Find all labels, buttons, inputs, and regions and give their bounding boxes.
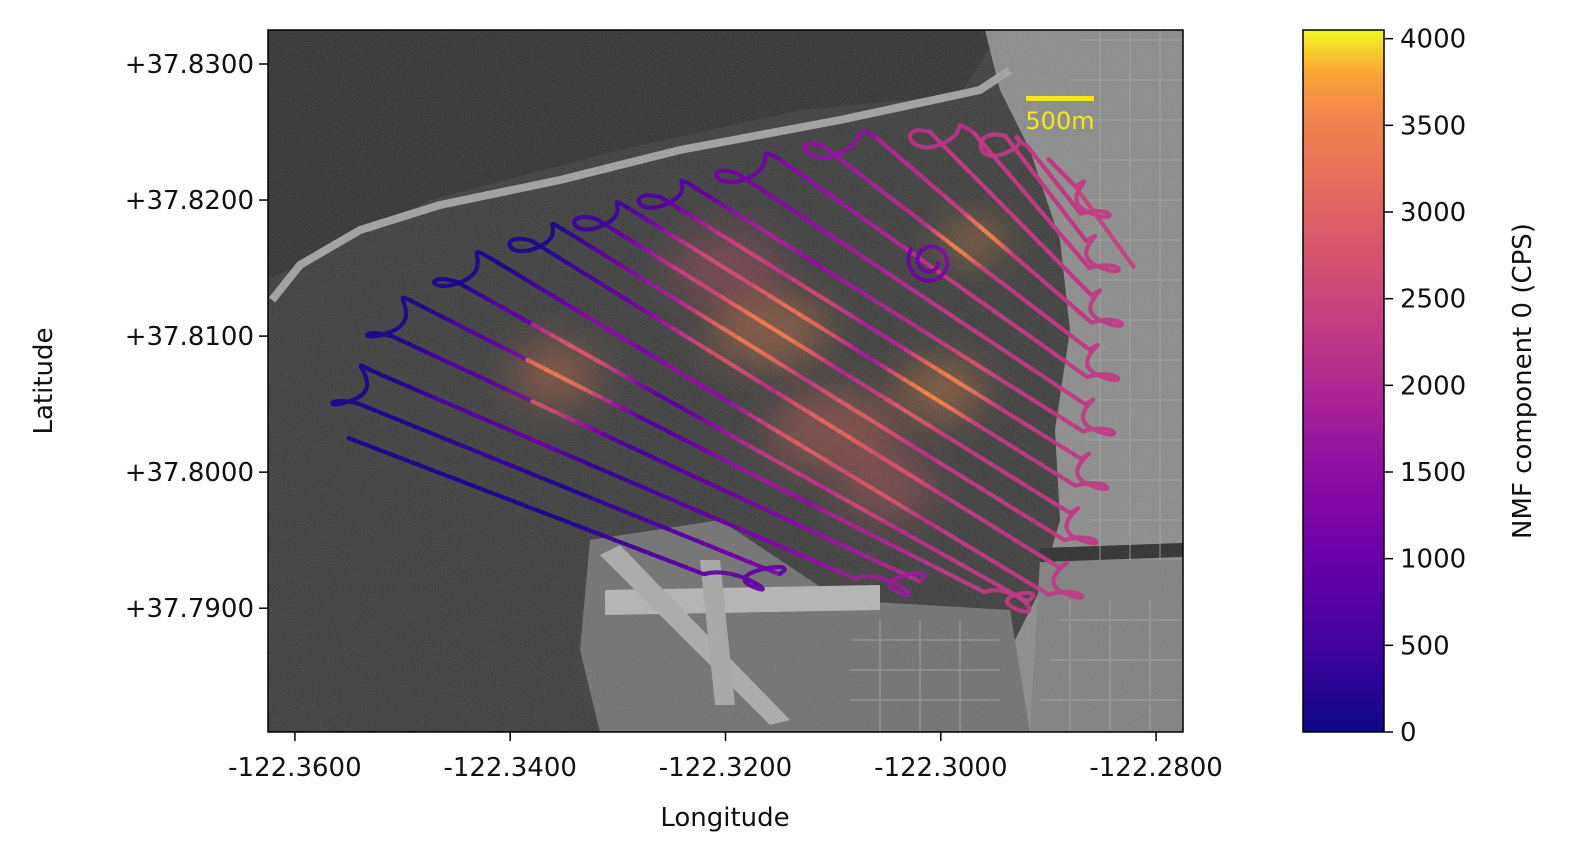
hot-zone (671, 234, 780, 303)
colorbar-ticks: 0 500 1000 1500 2000 2500 3000 3500 4000 (1384, 25, 1466, 748)
y-axis: +37.8300 +37.8200 +37.8100 +37.8000 +37.7900 (125, 50, 268, 624)
turn-loop-east-2 (854, 571, 928, 597)
flight-line-segment (1085, 317, 1094, 325)
colorbar-tick-label: 3000 (1400, 198, 1466, 228)
turn-loop-east-16 (1088, 288, 1124, 328)
y-axis-label: Latitude (29, 327, 59, 434)
spiral-loop (906, 244, 950, 283)
flight-line-segment (1054, 532, 1067, 543)
flight-line-segment (1085, 263, 1092, 271)
colorbar-tick-label: 0 (1400, 718, 1417, 748)
flight-line-segment (695, 569, 707, 577)
turn-loop-west-17 (908, 122, 975, 150)
turn-loop-east-0 (703, 564, 787, 592)
flight-line-segment (1082, 237, 1089, 243)
flight-line-22 (1046, 157, 1078, 189)
flight-line-20 (1003, 134, 1089, 243)
scale-bar-label: 500m (1025, 107, 1094, 135)
x-tick-label: -122.3600 (228, 753, 361, 783)
flight-line-segment (1059, 505, 1073, 516)
flight-line-1 (346, 436, 707, 577)
hot-zone (512, 343, 599, 405)
colorbar-tick-label: 4000 (1400, 25, 1466, 55)
turn-loop-east-20 (1074, 179, 1112, 219)
x-tick-label: -122.3200 (659, 753, 792, 783)
colorbar-tick-label: 2500 (1400, 285, 1466, 315)
x-tick-label: -122.3000 (874, 753, 1007, 783)
turn-loop-west-5 (432, 250, 490, 288)
turn-loop-west-1 (330, 363, 372, 407)
colorbar-tick-label: 3500 (1400, 111, 1466, 141)
flight-line-segment (1082, 344, 1092, 352)
flight-line-13 (691, 184, 1085, 434)
hot-zone (709, 291, 828, 367)
colorbar-label: NMF component 0 (CPS) (1508, 223, 1538, 539)
flight-line-segment (1065, 479, 1078, 488)
flight-line-segment (1077, 398, 1088, 407)
colorbar: 0 500 1000 1500 2000 2500 3000 3500 4000 NMF com… (1302, 25, 1538, 748)
colorbar-tick-label: 500 (1400, 631, 1450, 661)
flight-line-segment (908, 574, 922, 584)
flight-line-segment (1074, 425, 1085, 434)
flight-line-segment (844, 572, 857, 581)
turn-loop-west-19 (978, 132, 1028, 158)
hot-zone (838, 451, 936, 520)
flight-line-15 (777, 157, 1090, 380)
x-axis-label: Longitude (660, 803, 789, 833)
flight-line-segment (1079, 371, 1090, 380)
hot-zone (940, 220, 1006, 262)
scale-bar-line (1026, 96, 1094, 101)
image-grain (268, 30, 1183, 732)
turn-loop-east-12 (1080, 397, 1117, 437)
flight-line-3 (368, 368, 857, 581)
flight-line-segment (1037, 586, 1051, 597)
y-tick-label: +37.8000 (125, 458, 254, 488)
colorbar-tick-label: 1000 (1400, 545, 1466, 575)
y-tick-label: +37.8200 (125, 186, 254, 216)
y-tick-label: +37.8300 (125, 50, 254, 80)
colorbar-tick-label: 1500 (1400, 458, 1466, 488)
turn-loop-east-4 (983, 588, 1036, 614)
flight-track-layer (330, 122, 1137, 614)
flight-line-segment (770, 569, 782, 577)
flight-line-segment (1077, 210, 1083, 216)
flight-line-18 (927, 129, 1094, 298)
flight-line-21 (1024, 143, 1083, 216)
x-tick-label: -122.3400 (443, 753, 576, 783)
turn-loop-west-9 (572, 200, 630, 232)
x-tick-label: -122.2800 (1089, 753, 1222, 783)
turn-loop-west-15 (802, 129, 878, 160)
y-tick-label: +37.8100 (125, 322, 254, 352)
turn-loop-west-3 (365, 295, 415, 339)
flight-line-segment (972, 584, 986, 594)
turn-loop-east-8 (1063, 506, 1099, 546)
turn-loop-east-6 (1047, 560, 1085, 600)
flight-line-4 (389, 334, 922, 584)
flight-line-segment (1071, 452, 1083, 461)
flight-line-segment (1048, 559, 1062, 570)
flight-line-segment (1086, 290, 1094, 298)
flight-line-14 (734, 170, 1088, 407)
turn-loop-west-11 (636, 178, 695, 210)
hot-zone (768, 390, 898, 473)
satellite-background (268, 30, 1183, 732)
hot-zone (897, 359, 984, 422)
colorbar-gradient (1302, 29, 1385, 733)
turn-loop-east-18 (1084, 234, 1121, 274)
turn-loop-west-13 (714, 151, 781, 184)
turn-loop-east-10 (1074, 451, 1110, 491)
x-axis: -122.3600 -122.3400 -122.3200 -122.3000 -122… (228, 732, 1223, 783)
turn-loop-west-7 (507, 221, 566, 254)
turn-loop-east-14 (1085, 342, 1121, 383)
scale-bar: 500m (1025, 96, 1095, 135)
colorbar-tick-label: 2000 (1400, 371, 1466, 401)
tail-line (1073, 185, 1137, 270)
flight-line-6 (454, 279, 1030, 604)
y-tick-label: +37.7900 (125, 594, 254, 624)
